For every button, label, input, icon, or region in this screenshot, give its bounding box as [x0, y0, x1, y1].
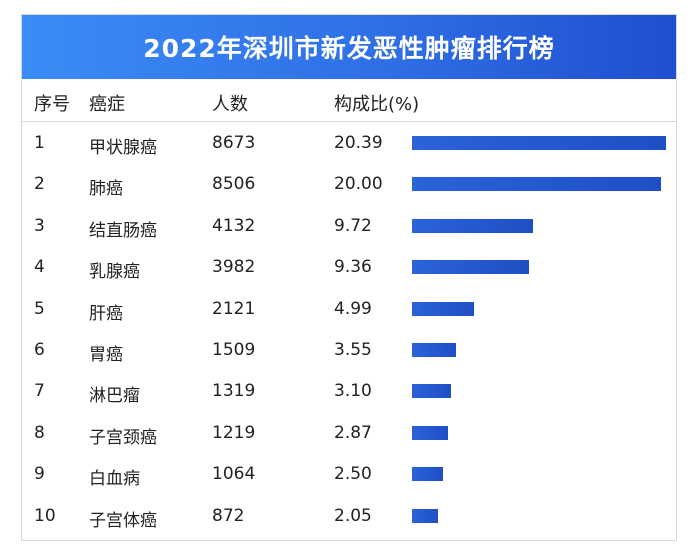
rank-cell: 6 [34, 339, 45, 360]
rank-cell: 9 [34, 464, 45, 485]
cancer-name-cell: 乳腺癌 [89, 262, 140, 283]
header-cancer: 癌症 [89, 94, 125, 115]
ratio-bar [412, 467, 444, 482]
table-row: 3 结直肠癌 4132 9.72 [22, 206, 676, 247]
table-row: 6 胃癌 1509 3.55 [22, 330, 676, 371]
ratio-cell: 9.36 [334, 257, 372, 278]
table-row: 1 甲状腺癌 8673 20.39 [22, 123, 676, 164]
rank-cell: 1 [34, 133, 45, 153]
cancer-name-cell: 甲状腺癌 [89, 138, 157, 158]
rank-cell: 5 [34, 298, 45, 319]
ratio-bar [412, 260, 529, 275]
chart-title: 2022年深圳市新发恶性肿瘤排行榜 [22, 15, 676, 79]
table-row: 7 淋巴瘤 1319 3.10 [22, 371, 676, 412]
table-body: 1 甲状腺癌 8673 20.39 2 肺癌 8506 20.00 3 结直肠癌 4132 9.72 4… [22, 123, 676, 537]
table-row: 10 子宫体癌 872 2.05 [22, 496, 676, 537]
rank-cell: 10 [34, 505, 56, 526]
count-cell: 8506 [212, 174, 256, 195]
rank-cell: 2 [34, 174, 45, 195]
ratio-bar [412, 342, 457, 357]
count-cell: 4132 [212, 215, 256, 236]
ratio-bar [412, 384, 451, 399]
ratio-bar [412, 177, 662, 192]
count-cell: 1219 [212, 422, 256, 443]
rank-cell: 4 [34, 257, 45, 278]
cancer-name-cell: 肺癌 [89, 179, 123, 200]
ratio-cell: 3.55 [334, 339, 372, 360]
ratio-bar [412, 136, 666, 150]
table-row: 9 白血病 1064 2.50 [22, 454, 676, 495]
count-cell: 1509 [212, 339, 256, 360]
table-header-row: 序号 癌症 人数 构成比(%) [22, 79, 676, 122]
ratio-cell: 9.72 [334, 215, 372, 236]
cancer-name-cell: 白血病 [89, 469, 140, 490]
cancer-name-cell: 结直肠癌 [89, 220, 157, 241]
cancer-name-cell: 肝癌 [89, 303, 123, 324]
count-cell: 872 [212, 505, 245, 526]
ratio-bar [412, 218, 534, 233]
count-cell: 3982 [212, 257, 256, 278]
cancer-name-cell: 子宫颈癌 [89, 427, 157, 448]
cancer-name-cell: 淋巴瘤 [89, 386, 140, 407]
rank-cell: 8 [34, 422, 45, 443]
count-cell: 8673 [212, 133, 256, 153]
cancer-name-cell: 胃癌 [89, 344, 123, 365]
ratio-cell: 2.05 [334, 505, 372, 526]
ratio-cell: 20.00 [334, 174, 383, 195]
ratio-cell: 20.39 [334, 133, 383, 153]
header-ratio: 构成比(%) [334, 94, 420, 115]
count-cell: 1319 [212, 381, 256, 402]
ratio-cell: 2.87 [334, 422, 372, 443]
table-row: 5 肝癌 2121 4.99 [22, 289, 676, 330]
rank-cell: 3 [34, 215, 45, 236]
cancer-name-cell: 子宫体癌 [89, 510, 157, 531]
ratio-bar [412, 508, 438, 523]
ratio-cell: 4.99 [334, 298, 372, 319]
count-cell: 1064 [212, 464, 256, 485]
ratio-cell: 2.50 [334, 464, 372, 485]
rank-cell: 7 [34, 381, 45, 402]
ratio-bar [412, 301, 475, 316]
ratio-bar [412, 425, 448, 440]
count-cell: 2121 [212, 298, 256, 319]
table-row: 2 肺癌 8506 20.00 [22, 164, 676, 205]
header-count: 人数 [212, 94, 248, 115]
table-row: 4 乳腺癌 3982 9.36 [22, 247, 676, 288]
table-row: 8 子宫颈癌 1219 2.87 [22, 413, 676, 454]
ranking-panel: 2022年深圳市新发恶性肿瘤排行榜 序号 癌症 人数 构成比(%) 1 甲状腺癌 8… [21, 14, 677, 541]
header-rank: 序号 [34, 94, 70, 115]
ratio-cell: 3.10 [334, 381, 372, 402]
